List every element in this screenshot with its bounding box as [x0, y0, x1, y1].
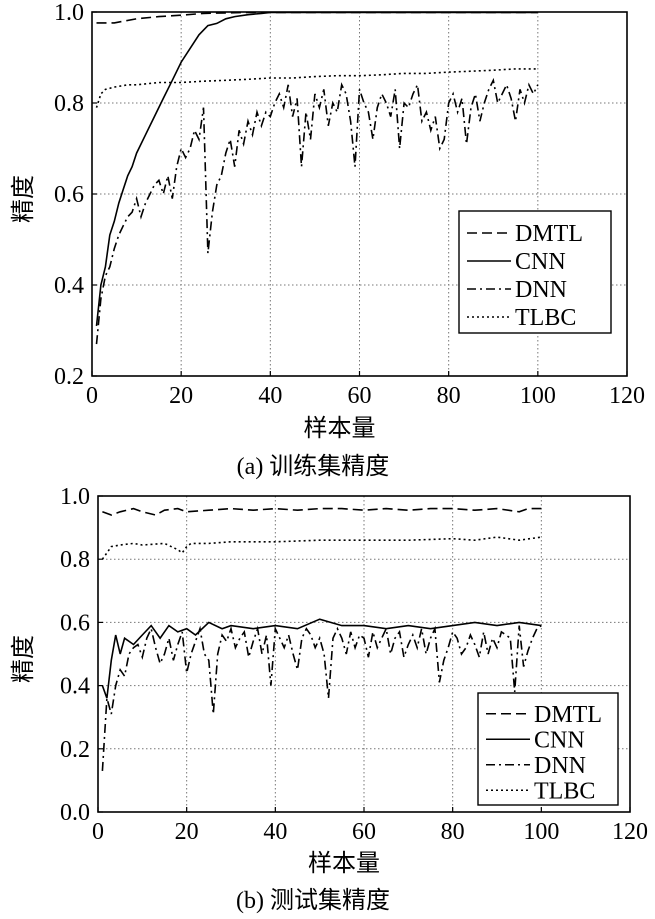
chart-train: 0 20 40 60 80 100 120 0.2 0.4 0.6 0.8 1.0 样本量 精度 (a) 训… — [9, 0, 645, 480]
series-line-dnn — [101, 624, 542, 771]
legend-label-cnn: CNN — [515, 249, 566, 275]
series-line-dnn — [95, 77, 539, 345]
series-line-tlbc — [101, 536, 542, 560]
x-tick-label: 40 — [258, 383, 282, 409]
y-tick-label: 0.6 — [60, 610, 90, 636]
legend-label-dmtl: DMTL — [534, 702, 602, 728]
legend-label-dnn: DNN — [534, 753, 586, 779]
legend-label-cnn: CNN — [534, 727, 585, 753]
chart-test: 0 20 40 60 80 100 120 0.0 0.2 0.4 0.6 0.8 1.0 样本量 精度 (b… — [9, 484, 648, 914]
x-tick-label: 80 — [441, 819, 465, 845]
legend-box — [458, 210, 612, 334]
y-tick-label: 0.2 — [54, 364, 84, 390]
series-line-cnn — [101, 618, 542, 699]
chart-caption: (a) 训练集精度 — [237, 453, 390, 480]
x-tick-label: 120 — [612, 819, 648, 845]
x-tick-label: 20 — [169, 383, 193, 409]
x-tick-label: 20 — [175, 819, 199, 845]
x-tick-label: 0 — [92, 819, 104, 845]
y-tick-label: 1.0 — [60, 484, 90, 510]
series-line-tlbc — [95, 68, 538, 108]
x-tick-label: 60 — [348, 383, 372, 409]
y-tick-label: 0.8 — [60, 547, 90, 573]
legend-label-dmtl: DMTL — [515, 221, 583, 247]
y-tick-label: 0.2 — [60, 737, 90, 763]
y-tick-label: 0.0 — [60, 800, 90, 826]
y-axis-label: 精度 — [9, 175, 37, 223]
y-tick-label: 1.0 — [54, 0, 84, 26]
y-tick-label: 0.6 — [54, 182, 84, 208]
series-line-dmtl — [96, 11, 538, 24]
chart-caption: (b) 测试集精度 — [236, 887, 390, 914]
legend-label-tlbc: TLBC — [534, 778, 595, 804]
legend-label-dnn: DNN — [515, 277, 567, 303]
legend-label-tlbc: TLBC — [515, 305, 576, 331]
x-axis-label: 样本量 — [304, 414, 376, 442]
y-tick-label: 0.4 — [54, 273, 84, 299]
x-tick-label: 40 — [263, 819, 287, 845]
x-tick-label: 80 — [437, 383, 461, 409]
x-tick-label: 120 — [609, 383, 645, 409]
y-tick-label: 0.8 — [54, 91, 84, 117]
x-tick-label: 100 — [523, 819, 559, 845]
legend-box — [477, 692, 619, 806]
y-axis-label: 精度 — [9, 635, 37, 683]
x-axis-label: 样本量 — [308, 849, 380, 877]
y-tick-label: 0.4 — [60, 674, 90, 700]
x-tick-label: 60 — [352, 819, 376, 845]
x-tick-label: 100 — [520, 383, 556, 409]
series-line-dmtl — [102, 507, 542, 516]
x-tick-label: 0 — [86, 383, 98, 409]
